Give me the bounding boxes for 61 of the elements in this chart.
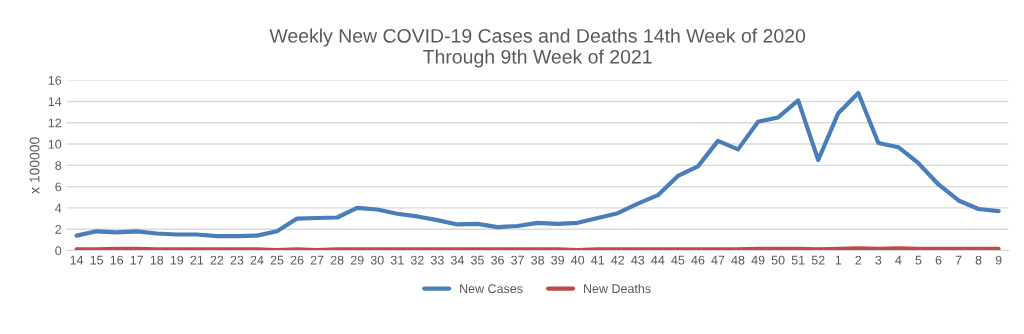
x-tick-label: 46 <box>691 255 705 265</box>
x-tick-label: 19 <box>170 255 184 265</box>
x-tick-label: 38 <box>531 255 545 265</box>
x-tick-label: 28 <box>330 255 344 265</box>
x-tick-label: 8 <box>975 255 982 265</box>
x-tick-label: 29 <box>350 255 364 265</box>
y-tick-label: 6 <box>55 182 62 192</box>
y-axis-title: x 100000 <box>29 137 40 194</box>
x-tick-label: 40 <box>571 255 585 265</box>
x-tick-label: 3 <box>875 255 882 265</box>
x-tick-label: 4 <box>895 255 902 265</box>
legend-label: New Deaths <box>584 283 651 294</box>
y-tick-label: 2 <box>55 225 62 234</box>
y-tick-label: 8 <box>55 161 62 170</box>
x-tick-label: 7 <box>955 255 962 265</box>
x-tick-label: 48 <box>731 255 745 265</box>
x-tick-label: 43 <box>631 255 645 265</box>
x-tick-label: 36 <box>491 255 504 265</box>
chart-title: Weekly New COVID-19 Cases and Deaths 14th Week of 2020 Through 9th Week of 2021 <box>269 28 806 68</box>
x-tick-label: 50 <box>771 255 785 265</box>
line-series <box>74 90 1001 239</box>
x-tick-label: 25 <box>270 255 284 265</box>
x-tick-label: 33 <box>430 255 444 265</box>
x-tick-label: 9 <box>995 255 1002 265</box>
x-tick-label: 49 <box>751 255 765 265</box>
x-tick-label: 32 <box>410 255 424 265</box>
y-tick-label: 12 <box>48 118 62 128</box>
x-tick-label: 23 <box>230 255 244 265</box>
x-tick-label: 35 <box>470 255 484 265</box>
x-tick-label: 6 <box>935 255 942 265</box>
y-tick-label: 16 <box>48 75 62 85</box>
x-tick-label: 18 <box>150 255 164 265</box>
x-tick-label: 39 <box>551 255 564 265</box>
x-tick-label: 27 <box>310 255 324 265</box>
x-tick-label: 17 <box>130 255 144 265</box>
x-tick-label: 51 <box>791 255 805 265</box>
x-tick-label: 41 <box>591 255 605 265</box>
x-tick-label: 34 <box>450 255 465 265</box>
x-tick-label: 31 <box>390 255 404 265</box>
x-tick-label: 30 <box>370 255 384 265</box>
y-tick-label: 4 <box>55 203 62 213</box>
x-tick-label: 52 <box>811 255 825 265</box>
y-tick-label: 14 <box>48 97 62 106</box>
x-tick-label: 15 <box>90 255 104 265</box>
x-tick-label: 1 <box>835 255 842 265</box>
x-tick-label: 16 <box>110 255 124 265</box>
x-tick-label: 14 <box>70 255 84 265</box>
x-tick-label: 47 <box>711 255 725 265</box>
x-tick-label: 42 <box>611 255 625 265</box>
x-tick-label: 26 <box>290 255 304 265</box>
x-tick-label: 22 <box>210 255 224 265</box>
legend-label: New Cases <box>460 284 523 294</box>
x-tick-label: 44 <box>651 255 665 265</box>
x-tick-label: 45 <box>671 255 685 265</box>
x-tick-label: 37 <box>511 255 524 265</box>
x-tick-label: 2 <box>855 255 862 265</box>
x-tick-label: 24 <box>250 255 264 265</box>
x-tick-label: 5 <box>915 255 922 265</box>
y-tick-label: 10 <box>48 139 62 149</box>
y-tick-label: 0 <box>55 246 62 256</box>
x-tick-label: 21 <box>190 255 204 265</box>
